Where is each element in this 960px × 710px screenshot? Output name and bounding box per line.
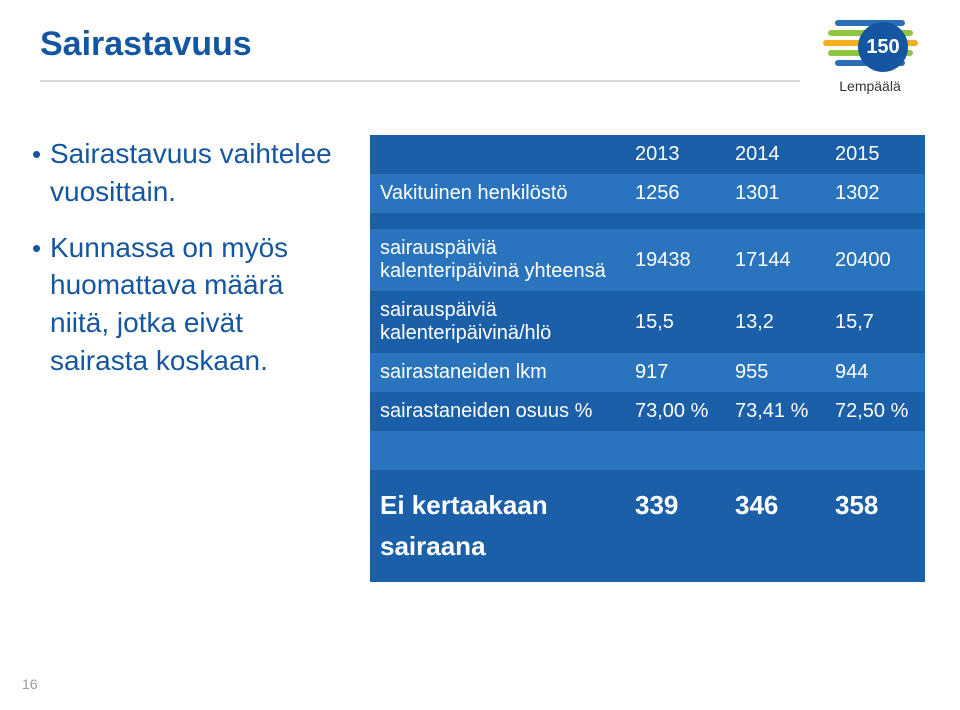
logo: 150 Lempäälä xyxy=(810,18,930,94)
logo-stripes: 150 xyxy=(810,18,930,76)
table-cell xyxy=(625,431,725,470)
table-cell xyxy=(625,213,725,229)
table-cell: 72,50 % xyxy=(825,392,925,431)
table-cell xyxy=(725,531,825,582)
table-cell-label xyxy=(370,213,625,229)
table-cell: 955 xyxy=(725,353,825,392)
table-row: sairastaneiden osuus % 73,00 % 73,41 % 7… xyxy=(370,392,925,431)
table-cell: 1302 xyxy=(825,174,925,213)
table-cell: 15,7 xyxy=(825,291,925,353)
table-cell-label: sairauspäiviä kalenteripäivinä yhteensä xyxy=(370,229,625,291)
table-cell: 20400 xyxy=(825,229,925,291)
table-cell: 339 xyxy=(625,470,725,531)
table-cell-label: sairauspäiviä kalenteripäivinä/hlö xyxy=(370,291,625,353)
table-cell: 358 xyxy=(825,470,925,531)
title-underline xyxy=(40,80,800,82)
table-cell: 13,2 xyxy=(725,291,825,353)
table-row: sairauspäiviä kalenteripäivinä yhteensä … xyxy=(370,229,925,291)
bullet-item: Sairastavuus vaihtelee vuosittain. xyxy=(50,135,340,211)
table-cell: 944 xyxy=(825,353,925,392)
table-cell xyxy=(725,213,825,229)
table-cell xyxy=(625,531,725,582)
table-header-cell: 2015 xyxy=(825,135,925,174)
table-header-cell: 2014 xyxy=(725,135,825,174)
bullet-list: Sairastavuus vaihtelee vuosittain. Kunna… xyxy=(50,135,340,398)
table-row: sairauspäiviä kalenteripäivinä/hlö 15,5 … xyxy=(370,291,925,353)
table-header-row: 2013 2014 2015 xyxy=(370,135,925,174)
table-cell-label xyxy=(370,431,625,470)
bullet-item: Kunnassa on myös huomattava määrä niitä,… xyxy=(50,229,340,380)
table-summary-row: Ei kertaakaan 339 346 358 xyxy=(370,470,925,531)
table-cell: 1301 xyxy=(725,174,825,213)
table-cell: 73,00 % xyxy=(625,392,725,431)
table-cell: 17144 xyxy=(725,229,825,291)
page-title: Sairastavuus xyxy=(40,25,252,64)
table-cell xyxy=(725,431,825,470)
table-cell xyxy=(825,531,925,582)
page-number: 16 xyxy=(22,676,38,692)
table-cell-label: sairastaneiden lkm xyxy=(370,353,625,392)
table-header-cell: 2013 xyxy=(625,135,725,174)
table-row xyxy=(370,431,925,470)
table-cell-label: Ei kertaakaan xyxy=(370,470,625,531)
table-header-cell xyxy=(370,135,625,174)
table-cell-label: sairastaneiden osuus % xyxy=(370,392,625,431)
table-summary-row: sairaana xyxy=(370,531,925,582)
logo-text: Lempäälä xyxy=(810,78,930,94)
table-cell xyxy=(825,431,925,470)
table-cell-label: sairaana xyxy=(370,531,625,582)
table-row: Vakituinen henkilöstö 1256 1301 1302 xyxy=(370,174,925,213)
logo-badge: 150 xyxy=(858,22,908,72)
table-cell: 1256 xyxy=(625,174,725,213)
table-cell: 19438 xyxy=(625,229,725,291)
table-row: sairastaneiden lkm 917 955 944 xyxy=(370,353,925,392)
table-cell: 346 xyxy=(725,470,825,531)
table-cell: 917 xyxy=(625,353,725,392)
table-cell-label: Vakituinen henkilöstö xyxy=(370,174,625,213)
table-cell: 73,41 % xyxy=(725,392,825,431)
table-cell: 15,5 xyxy=(625,291,725,353)
table-row xyxy=(370,213,925,229)
data-table: 2013 2014 2015 Vakituinen henkilöstö 125… xyxy=(370,135,925,582)
table-cell xyxy=(825,213,925,229)
